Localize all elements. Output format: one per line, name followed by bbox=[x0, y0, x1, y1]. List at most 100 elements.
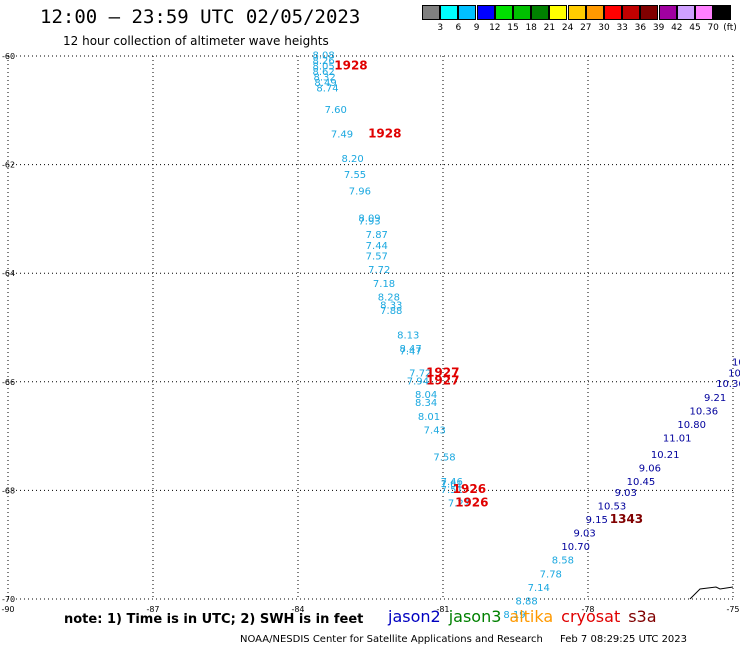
y-tick-label: -68 bbox=[2, 486, 15, 495]
color-scale-swatch bbox=[658, 5, 677, 20]
wave-height-label: 8.47 bbox=[400, 344, 422, 355]
y-tick-label: -66 bbox=[2, 378, 15, 387]
pass-time-label: 1926 bbox=[453, 482, 486, 496]
wave-height-label: 7.96 bbox=[349, 186, 371, 197]
pass-time-label: 1927 bbox=[426, 374, 459, 388]
pass-time-label: 1343 bbox=[610, 512, 643, 526]
wave-height-label: 7.72 bbox=[368, 265, 390, 276]
color-scale-label: 39 bbox=[652, 23, 665, 33]
x-tick-label: -81 bbox=[436, 605, 449, 614]
wave-height-label: 8.49 bbox=[314, 78, 336, 89]
wave-height-label: 7.78 bbox=[540, 569, 562, 580]
wave-height-label: 8.88 bbox=[516, 596, 538, 607]
color-scale-swatch bbox=[549, 5, 568, 20]
wave-height-label: 7.51 bbox=[441, 485, 463, 496]
color-scale-swatch bbox=[440, 5, 459, 20]
satellite-legend-item: cryosat bbox=[561, 607, 621, 626]
wave-height-label: 10.8 bbox=[728, 368, 740, 379]
y-tick-label: -70 bbox=[2, 595, 15, 604]
wave-height-label: 8.28 bbox=[378, 292, 400, 303]
color-scale-label: 6 bbox=[455, 23, 462, 33]
pass-time-label: 1928 bbox=[368, 126, 401, 140]
wave-height-label: 8.04 bbox=[415, 390, 437, 401]
wave-height-label: 9.06 bbox=[639, 463, 661, 474]
wave-height-label: 10.80 bbox=[677, 420, 706, 431]
chart-subtitle: 12 hour collection of altimeter wave hei… bbox=[63, 34, 329, 48]
color-scale-swatch bbox=[676, 5, 695, 20]
color-scale-swatch bbox=[567, 5, 586, 20]
color-scale-label: 45 bbox=[689, 23, 701, 33]
wave-height-label: 8.74 bbox=[316, 83, 338, 94]
wave-height-label: 7.61 bbox=[441, 480, 463, 491]
wave-height-label: 9.15 bbox=[586, 515, 608, 526]
wave-height-label: 10.21 bbox=[651, 450, 680, 461]
footer-org: NOAA/NESDIS Center for Satellite Applica… bbox=[240, 634, 543, 645]
wave-height-label: 7.27 bbox=[448, 499, 470, 510]
wave-height-label: 7.55 bbox=[344, 170, 366, 181]
color-scale-label: 12 bbox=[489, 23, 501, 33]
color-scale-label: 21 bbox=[543, 23, 556, 33]
wave-height-label: 10.70 bbox=[561, 542, 590, 553]
color-scale-label: 9 bbox=[473, 23, 480, 33]
wave-height-label: 8.09 bbox=[358, 214, 380, 225]
wave-height-label: 7.46 bbox=[441, 477, 463, 488]
wave-height-label: 7.93 bbox=[358, 216, 380, 227]
wave-height-label: 8.13 bbox=[397, 330, 419, 341]
color-scale-swatch bbox=[622, 5, 641, 20]
satellite-legend-item: jason3 bbox=[448, 607, 502, 626]
wave-height-label: 8.32 bbox=[313, 72, 335, 83]
pass-time-label: 1926 bbox=[455, 496, 488, 510]
wave-height-label: 8.26 bbox=[313, 56, 335, 67]
wave-height-label: 9.03 bbox=[574, 529, 596, 540]
wave-height-label: 8.20 bbox=[342, 154, 364, 165]
wave-height-label: 7.87 bbox=[366, 230, 388, 241]
pass-time-label: 1928 bbox=[334, 59, 367, 73]
color-scale-label: 27 bbox=[580, 23, 592, 33]
wave-height-label: 7.43 bbox=[424, 425, 446, 436]
color-scale-swatch bbox=[476, 5, 495, 20]
color-scale-label: 18 bbox=[525, 23, 537, 33]
wave-height-label: 9.03 bbox=[615, 488, 637, 499]
x-tick-label: -75 bbox=[726, 605, 739, 614]
coastline-fragment bbox=[689, 586, 734, 600]
wave-height-label: 8.08 bbox=[313, 51, 335, 62]
pass-time-label: 1927 bbox=[426, 365, 459, 379]
color-scale-swatch bbox=[494, 5, 513, 20]
wave-height-label: 7.47 bbox=[400, 347, 422, 358]
color-scale-swatch bbox=[513, 5, 531, 20]
wave-height-label: 10 bbox=[732, 358, 740, 369]
color-scale-swatch bbox=[695, 5, 713, 20]
color-scale-label: 24 bbox=[561, 23, 574, 33]
color-scale-swatch bbox=[531, 5, 550, 20]
wave-height-label: 7.57 bbox=[366, 252, 388, 263]
color-scale-label: 15 bbox=[507, 23, 519, 33]
x-tick-label: -87 bbox=[146, 605, 159, 614]
wave-height-label: 11.01 bbox=[663, 434, 692, 445]
wave-height-label: 8.62 bbox=[313, 67, 335, 78]
color-scale-swatch bbox=[713, 5, 732, 20]
color-scale-swatch bbox=[422, 5, 440, 20]
satellite-legend-item: s3a bbox=[628, 607, 657, 626]
wave-height-label: 8.58 bbox=[552, 556, 574, 567]
wave-height-label: 7.44 bbox=[366, 241, 388, 252]
chart-title: 12:00 – 23:59 UTC 02/05/2023 bbox=[40, 6, 361, 28]
satellite-legend-item: altika bbox=[509, 607, 554, 626]
wave-height-label: 7.14 bbox=[528, 583, 550, 594]
color-scale-label: 36 bbox=[634, 23, 647, 33]
color-scale-label: 30 bbox=[598, 23, 610, 33]
color-scale-label: 42 bbox=[671, 23, 683, 33]
color-scale-label: 3 bbox=[437, 23, 444, 33]
wave-height-label: 7.72 bbox=[409, 368, 431, 379]
x-tick-label: -78 bbox=[581, 605, 594, 614]
color-scale-swatch bbox=[604, 5, 622, 20]
color-scale-swatch bbox=[585, 5, 604, 20]
wave-height-label: 7.18 bbox=[373, 279, 395, 290]
wave-height-label: 10.36 bbox=[690, 406, 719, 417]
y-tick-label: -62 bbox=[2, 161, 15, 170]
x-tick-label: -84 bbox=[291, 605, 304, 614]
x-tick-label: -90 bbox=[1, 605, 14, 614]
satellite-legend: jason2 jason3 altika cryosat s3a bbox=[388, 607, 665, 626]
wave-height-label: 7.58 bbox=[433, 453, 455, 464]
footer-timestamp: Feb 7 08:29:25 UTC 2023 bbox=[560, 634, 688, 645]
